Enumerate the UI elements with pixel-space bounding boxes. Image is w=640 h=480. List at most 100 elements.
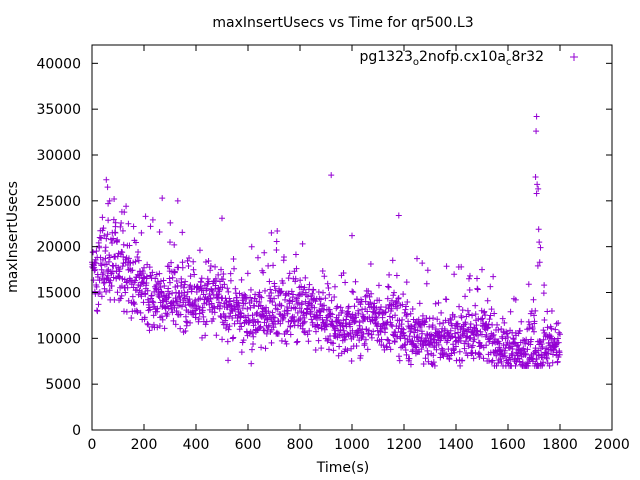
data-point xyxy=(177,311,184,318)
data-point xyxy=(292,251,299,258)
data-point xyxy=(540,290,547,297)
x-axis-label: Time(s) xyxy=(316,460,369,476)
data-point xyxy=(385,284,392,291)
data-point xyxy=(549,351,556,358)
data-point xyxy=(195,315,202,322)
data-point xyxy=(382,304,389,311)
data-point xyxy=(214,294,221,301)
data-point xyxy=(399,316,406,323)
data-point xyxy=(268,339,275,346)
data-point xyxy=(306,281,313,288)
data-point xyxy=(250,333,257,340)
data-point xyxy=(356,319,363,326)
data-point xyxy=(473,322,480,329)
data-point xyxy=(529,355,536,362)
data-point xyxy=(363,326,370,333)
data-point xyxy=(152,285,159,292)
data-point xyxy=(406,355,413,362)
data-point xyxy=(299,240,306,247)
data-point xyxy=(473,327,480,334)
data-point xyxy=(102,255,109,262)
data-point xyxy=(294,309,301,316)
data-point xyxy=(451,349,458,356)
data-point xyxy=(215,299,222,306)
y-tick-label: 30000 xyxy=(36,148,81,164)
data-point xyxy=(207,295,214,302)
data-point xyxy=(344,347,351,354)
data-point xyxy=(229,314,236,321)
data-point xyxy=(207,267,214,274)
data-point xyxy=(449,333,456,340)
data-point xyxy=(271,283,278,290)
data-point xyxy=(196,247,203,254)
data-point xyxy=(248,297,255,304)
data-point xyxy=(407,361,414,368)
data-point xyxy=(156,322,163,329)
data-point xyxy=(261,249,268,256)
data-point xyxy=(354,332,361,339)
data-point xyxy=(226,295,233,302)
data-point xyxy=(148,292,155,299)
data-point xyxy=(328,297,335,304)
data-point xyxy=(195,296,202,303)
data-point xyxy=(219,336,226,343)
data-point xyxy=(424,347,431,354)
data-point xyxy=(339,307,346,314)
data-point xyxy=(165,294,172,301)
data-point xyxy=(163,298,170,305)
data-point xyxy=(250,341,257,348)
data-point xyxy=(413,344,420,351)
data-point xyxy=(256,298,263,305)
data-point xyxy=(287,322,294,329)
data-point xyxy=(553,320,560,327)
data-point xyxy=(432,300,439,307)
data-point xyxy=(490,273,497,280)
data-point xyxy=(277,288,284,295)
data-point xyxy=(488,358,495,365)
data-point xyxy=(489,332,496,339)
data-point xyxy=(424,267,431,274)
data-point xyxy=(321,302,328,309)
data-point xyxy=(347,323,354,330)
data-point xyxy=(150,299,157,306)
data-point xyxy=(225,326,232,333)
data-point xyxy=(157,284,164,291)
data-point xyxy=(557,331,563,338)
data-point xyxy=(106,197,113,204)
data-point xyxy=(210,315,217,322)
data-point xyxy=(254,254,261,261)
data-point xyxy=(173,308,180,315)
data-point xyxy=(487,312,494,319)
data-point xyxy=(522,351,529,358)
data-point xyxy=(98,266,105,273)
data-point xyxy=(123,203,130,210)
data-point xyxy=(286,270,293,277)
data-point xyxy=(296,305,303,312)
data-point xyxy=(436,320,443,327)
data-point xyxy=(494,321,501,328)
data-point xyxy=(368,290,375,297)
data-point xyxy=(555,329,562,336)
data-point xyxy=(431,362,438,369)
data-point xyxy=(125,255,132,262)
data-point xyxy=(171,241,178,248)
data-point xyxy=(318,345,325,352)
data-point xyxy=(342,279,349,286)
data-point xyxy=(501,347,508,354)
data-point xyxy=(298,300,305,307)
data-point xyxy=(395,295,402,302)
data-point xyxy=(166,263,173,270)
data-point xyxy=(530,328,537,335)
data-point xyxy=(260,269,267,276)
data-point xyxy=(263,330,270,337)
data-point xyxy=(402,306,409,313)
data-point xyxy=(111,229,118,236)
data-point xyxy=(270,324,277,331)
data-point xyxy=(199,307,206,314)
data-point xyxy=(366,327,373,334)
data-point xyxy=(467,320,474,327)
data-point xyxy=(166,291,173,298)
data-point xyxy=(367,260,374,267)
data-point xyxy=(272,287,279,294)
data-point xyxy=(540,359,547,366)
